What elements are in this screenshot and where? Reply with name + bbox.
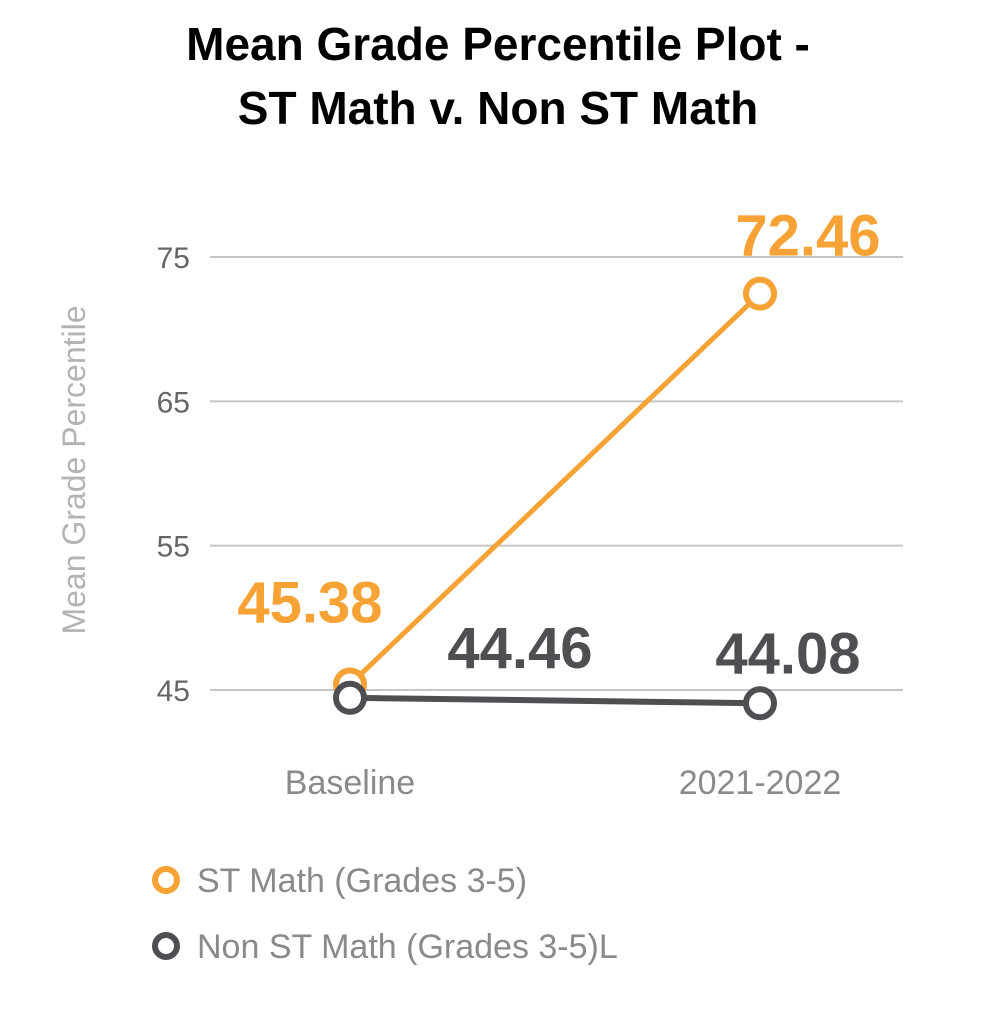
y-tick-label: 65 xyxy=(157,386,190,419)
legend: ST Math (Grades 3-5) Non ST Math (Grades … xyxy=(152,862,618,966)
y-axis-label: Mean Grade Percentile xyxy=(56,305,92,634)
x-tick-label: Baseline xyxy=(285,764,415,802)
legend-marker xyxy=(152,866,180,894)
x-axis-ticks: Baseline 2021-2022 xyxy=(285,764,842,802)
data-labels: 45.38 72.46 44.46 44.08 xyxy=(237,204,880,687)
y-tick-label: 75 xyxy=(157,242,190,275)
data-label: 72.46 xyxy=(735,204,880,269)
y-tick-label: 55 xyxy=(157,531,190,564)
series xyxy=(333,276,777,721)
chart-title-line-2: ST Math v. Non ST Math xyxy=(238,82,758,134)
legend-marker xyxy=(152,932,180,960)
y-axis-ticks: 45 55 65 75 xyxy=(157,242,190,708)
grid xyxy=(210,256,903,691)
data-label: 45.38 xyxy=(237,571,382,636)
data-point xyxy=(333,680,367,715)
chart-title: Mean Grade Percentile Plot - ST Math v. … xyxy=(186,18,810,134)
legend-entry: ST Math (Grades 3-5) xyxy=(197,862,527,900)
x-tick-label: 2021-2022 xyxy=(679,764,842,802)
y-tick-label: 45 xyxy=(157,675,190,708)
series-line xyxy=(349,694,761,707)
data-point xyxy=(743,276,777,311)
chart-title-line-1: Mean Grade Percentile Plot - xyxy=(186,18,810,70)
series-line xyxy=(348,291,762,687)
data-point xyxy=(743,686,777,721)
legend-entry: Non ST Math (Grades 3-5)L xyxy=(197,928,618,966)
data-label: 44.46 xyxy=(447,616,592,681)
data-label: 44.08 xyxy=(715,621,860,686)
